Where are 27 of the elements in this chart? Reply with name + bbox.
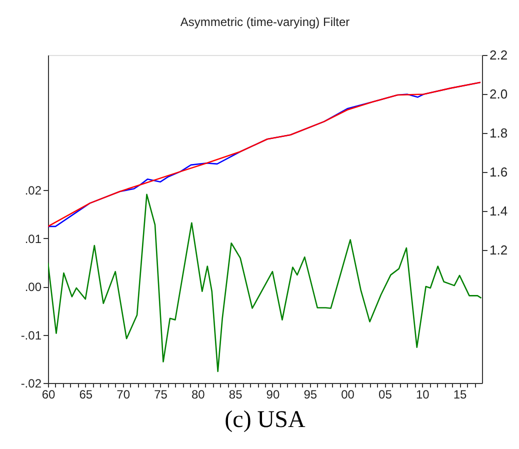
x-tick-label: 85 bbox=[228, 388, 243, 402]
y2-tick-label: 1.4 bbox=[490, 204, 508, 219]
y2-tick-label: 1.8 bbox=[490, 126, 508, 141]
y-tick-label: -.01 bbox=[20, 328, 42, 342]
x-tick-label: 00 bbox=[341, 388, 355, 402]
x-tick-label: 15 bbox=[453, 388, 468, 402]
x-tick-label: 05 bbox=[378, 388, 392, 402]
y2-tick-label: 2.0 bbox=[490, 86, 508, 102]
x-tick-label: 75 bbox=[154, 388, 168, 402]
x-tick-label: 90 bbox=[266, 388, 280, 402]
y-tick-label: .00 bbox=[24, 280, 42, 294]
x-tick-label: 10 bbox=[416, 388, 430, 402]
y2-tick-label: 2.2 bbox=[490, 48, 508, 62]
y2-tick-label: 1.2 bbox=[490, 242, 508, 258]
x-tick-label: 65 bbox=[79, 388, 93, 402]
x-tick-label: 95 bbox=[304, 388, 318, 402]
x-tick-label: 60 bbox=[42, 388, 56, 402]
y-tick-label: .02 bbox=[24, 184, 42, 198]
text: (c) USA bbox=[224, 407, 306, 433]
x-tick-label: 70 bbox=[116, 388, 130, 402]
chart-title: Asymmetric (time-varying) Filter bbox=[180, 15, 350, 29]
x-tick-label: 80 bbox=[191, 388, 206, 402]
line-series bbox=[48, 194, 482, 372]
line-series bbox=[48, 82, 482, 228]
y2-tick-label: 1.6 bbox=[490, 164, 508, 180]
y-tick-label: -.02 bbox=[20, 376, 42, 390]
y-tick-label: .01 bbox=[24, 232, 42, 246]
